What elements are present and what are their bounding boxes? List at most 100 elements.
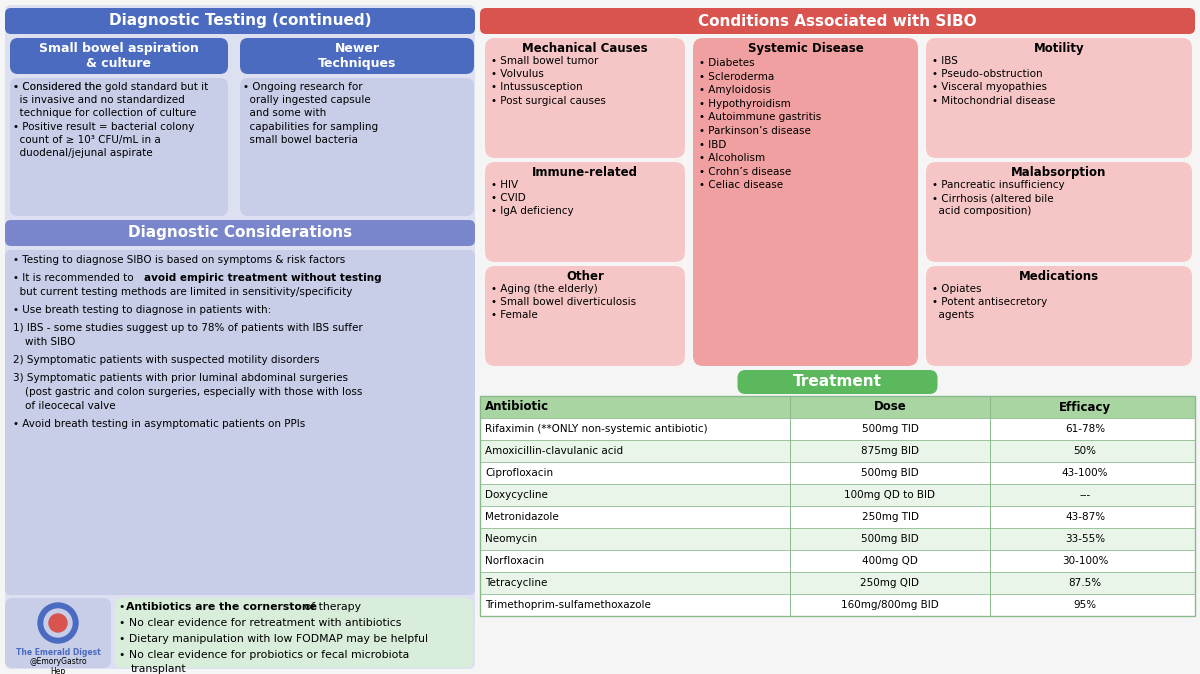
Bar bbox=[480, 440, 1195, 462]
FancyBboxPatch shape bbox=[926, 266, 1192, 366]
FancyBboxPatch shape bbox=[926, 162, 1192, 262]
Text: 3) Symptomatic patients with prior luminal abdominal surgeries: 3) Symptomatic patients with prior lumin… bbox=[13, 373, 348, 383]
Bar bbox=[480, 462, 1195, 484]
Text: Trimethoprim-sulfamethoxazole: Trimethoprim-sulfamethoxazole bbox=[485, 600, 650, 610]
Text: Dose: Dose bbox=[874, 400, 906, 414]
Text: Immune-related: Immune-related bbox=[532, 166, 638, 179]
Text: • No clear evidence for probiotics or fecal microbiota: • No clear evidence for probiotics or fe… bbox=[119, 650, 409, 660]
Text: Tetracycline: Tetracycline bbox=[485, 578, 547, 588]
FancyBboxPatch shape bbox=[926, 38, 1192, 158]
FancyBboxPatch shape bbox=[5, 8, 475, 34]
Text: with SIBO: with SIBO bbox=[25, 337, 76, 347]
Text: Antibiotics are the cornerstone: Antibiotics are the cornerstone bbox=[126, 602, 317, 612]
Text: • Aging (the elderly)
• Small bowel diverticulosis
• Female: • Aging (the elderly) • Small bowel dive… bbox=[491, 284, 636, 320]
Text: 50%: 50% bbox=[1074, 446, 1097, 456]
Text: Malabsorption: Malabsorption bbox=[1012, 166, 1106, 179]
Text: Efficacy: Efficacy bbox=[1058, 400, 1111, 414]
Text: 250mg TID: 250mg TID bbox=[862, 512, 918, 522]
Text: 2) Symptomatic patients with suspected motility disorders: 2) Symptomatic patients with suspected m… bbox=[13, 355, 319, 365]
Bar bbox=[480, 396, 1195, 616]
Text: Conditions Associated with SIBO: Conditions Associated with SIBO bbox=[698, 13, 977, 28]
Bar bbox=[480, 418, 1195, 440]
Text: Medications: Medications bbox=[1019, 270, 1099, 283]
FancyBboxPatch shape bbox=[240, 38, 474, 74]
Text: Other: Other bbox=[566, 270, 604, 283]
FancyBboxPatch shape bbox=[5, 220, 475, 246]
FancyBboxPatch shape bbox=[5, 598, 112, 668]
Text: 250mg QID: 250mg QID bbox=[860, 578, 919, 588]
Bar bbox=[480, 484, 1195, 506]
Bar bbox=[480, 572, 1195, 594]
FancyBboxPatch shape bbox=[694, 38, 918, 366]
Text: • It is recommended to: • It is recommended to bbox=[13, 273, 137, 283]
FancyBboxPatch shape bbox=[240, 78, 474, 216]
Text: Amoxicillin-clavulanic acid: Amoxicillin-clavulanic acid bbox=[485, 446, 623, 456]
Text: (post gastric and colon surgeries, especially with those with loss: (post gastric and colon surgeries, espec… bbox=[25, 387, 362, 397]
Text: 43-100%: 43-100% bbox=[1062, 468, 1109, 478]
Text: 61-78%: 61-78% bbox=[1064, 424, 1105, 434]
Text: 30-100%: 30-100% bbox=[1062, 556, 1108, 566]
Text: 1) IBS - some studies suggest up to 78% of patients with IBS suffer: 1) IBS - some studies suggest up to 78% … bbox=[13, 323, 362, 333]
Bar bbox=[480, 528, 1195, 550]
Text: • No clear evidence for retreatment with antibiotics: • No clear evidence for retreatment with… bbox=[119, 618, 401, 628]
Text: • HIV
• CVID
• IgA deficiency: • HIV • CVID • IgA deficiency bbox=[491, 180, 574, 216]
Text: • Considered the gold standard but it
  is invasive and no standardized
  techni: • Considered the gold standard but it is… bbox=[13, 82, 209, 158]
Text: • Pancreatic insufficiency
• Cirrhosis (altered bile
  acid composition): • Pancreatic insufficiency • Cirrhosis (… bbox=[932, 180, 1064, 216]
Bar bbox=[480, 506, 1195, 528]
FancyBboxPatch shape bbox=[738, 370, 937, 394]
Text: Diagnostic Considerations: Diagnostic Considerations bbox=[128, 226, 352, 241]
Text: Rifaximin (**ONLY non-systemic antibiotic): Rifaximin (**ONLY non-systemic antibioti… bbox=[485, 424, 708, 434]
Text: Small bowel aspiration
& culture: Small bowel aspiration & culture bbox=[40, 42, 199, 70]
Text: 400mg QD: 400mg QD bbox=[862, 556, 918, 566]
Circle shape bbox=[49, 614, 67, 632]
Text: of therapy: of therapy bbox=[301, 602, 361, 612]
Text: The Emerald Digest: The Emerald Digest bbox=[16, 648, 101, 657]
FancyBboxPatch shape bbox=[480, 8, 1195, 34]
Text: Norfloxacin: Norfloxacin bbox=[485, 556, 544, 566]
FancyBboxPatch shape bbox=[5, 5, 475, 669]
Text: Newer
Techniques: Newer Techniques bbox=[318, 42, 396, 70]
Text: avoid empiric treatment without testing: avoid empiric treatment without testing bbox=[144, 273, 382, 283]
Bar bbox=[480, 396, 1195, 418]
Text: Treatment: Treatment bbox=[793, 375, 882, 390]
Text: 100mg QD to BID: 100mg QD to BID bbox=[845, 490, 936, 500]
Text: • Considered the: • Considered the bbox=[13, 82, 104, 92]
Text: of ileocecal valve: of ileocecal valve bbox=[25, 401, 115, 411]
Text: • Use breath testing to diagnose in patients with:: • Use breath testing to diagnose in pati… bbox=[13, 305, 271, 315]
Text: Mechanical Causes: Mechanical Causes bbox=[522, 42, 648, 55]
Text: 500mg BID: 500mg BID bbox=[862, 468, 919, 478]
Text: Systemic Disease: Systemic Disease bbox=[748, 42, 863, 55]
Circle shape bbox=[38, 603, 78, 643]
Text: •: • bbox=[119, 602, 128, 612]
FancyBboxPatch shape bbox=[485, 162, 685, 262]
Text: ---: --- bbox=[1079, 490, 1091, 500]
Text: • Considered the: • Considered the bbox=[13, 82, 104, 92]
FancyBboxPatch shape bbox=[115, 598, 473, 668]
Text: • Opiates
• Potent antisecretory
  agents: • Opiates • Potent antisecretory agents bbox=[932, 284, 1048, 320]
Text: Doxycycline: Doxycycline bbox=[485, 490, 548, 500]
FancyBboxPatch shape bbox=[10, 38, 228, 74]
Text: 160mg/800mg BID: 160mg/800mg BID bbox=[841, 600, 938, 610]
Text: 95%: 95% bbox=[1074, 600, 1097, 610]
Bar bbox=[480, 550, 1195, 572]
Text: 43-87%: 43-87% bbox=[1064, 512, 1105, 522]
FancyBboxPatch shape bbox=[5, 250, 475, 595]
FancyBboxPatch shape bbox=[485, 266, 685, 366]
Text: @EmoryGastro
Hep: @EmoryGastro Hep bbox=[29, 657, 86, 674]
Text: 33-55%: 33-55% bbox=[1064, 534, 1105, 544]
Text: • Small bowel tumor
• Volvulus
• Intussusception
• Post surgical causes: • Small bowel tumor • Volvulus • Intussu… bbox=[491, 56, 606, 106]
Text: 500mg TID: 500mg TID bbox=[862, 424, 918, 434]
Bar bbox=[480, 594, 1195, 616]
Text: 875mg BID: 875mg BID bbox=[862, 446, 919, 456]
Text: Antibiotic: Antibiotic bbox=[485, 400, 550, 414]
Text: Motility: Motility bbox=[1033, 42, 1085, 55]
Text: Metronidazole: Metronidazole bbox=[485, 512, 559, 522]
Circle shape bbox=[44, 609, 72, 637]
Text: Ciprofloxacin: Ciprofloxacin bbox=[485, 468, 553, 478]
Text: • Dietary manipulation with low FODMAP may be helpful: • Dietary manipulation with low FODMAP m… bbox=[119, 634, 428, 644]
Text: • Ongoing research for
  orally ingested capsule
  and some with
  capabilities : • Ongoing research for orally ingested c… bbox=[242, 82, 378, 145]
Text: 87.5%: 87.5% bbox=[1068, 578, 1102, 588]
FancyBboxPatch shape bbox=[485, 38, 685, 158]
Text: but current testing methods are limited in sensitivity/specificity: but current testing methods are limited … bbox=[13, 287, 353, 297]
Text: • Avoid breath testing in asymptomatic patients on PPIs: • Avoid breath testing in asymptomatic p… bbox=[13, 419, 305, 429]
